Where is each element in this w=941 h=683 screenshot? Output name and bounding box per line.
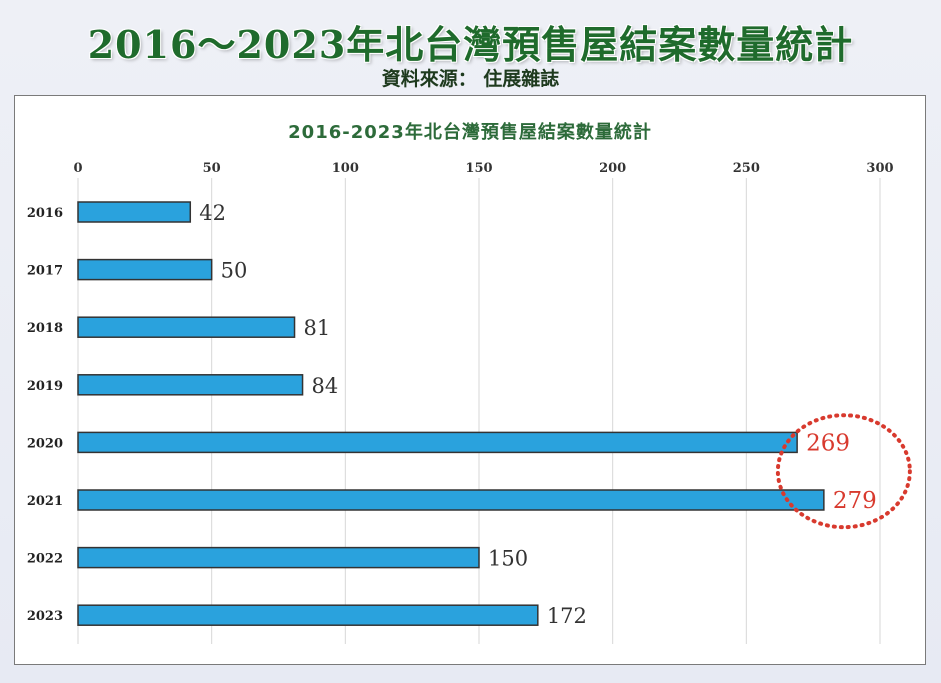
chart-frame: 2016-2023年北台灣預售屋結案數量統計 0 50 100 150 200 250 300… <box>14 95 926 665</box>
x-tick-label: 50 <box>203 161 221 176</box>
chart-title: 2016-2023年北台灣預售屋結案數量統計 <box>288 121 652 143</box>
x-tick-label: 150 <box>465 161 492 176</box>
y-category-label: 2022 <box>27 552 63 567</box>
bar-2022 <box>77 546 480 569</box>
x-tick-label: 300 <box>866 161 893 176</box>
highlight-circle <box>775 413 912 530</box>
y-category-label: 2023 <box>27 609 63 624</box>
y-category-label: 2018 <box>27 321 63 336</box>
x-tick-label: 0 <box>73 161 82 176</box>
bar-2021 <box>77 489 825 511</box>
source-note: 資料來源： 住展雜誌 <box>381 68 560 90</box>
bar-2016 <box>77 201 192 223</box>
data-label-2021: 279 <box>833 488 877 514</box>
y-category-label: 2019 <box>27 379 63 394</box>
bar-2020 <box>77 431 798 454</box>
data-label-2023: 172 <box>547 604 587 628</box>
bar-2017 <box>77 258 213 281</box>
data-label-2018: 81 <box>304 316 331 340</box>
data-label-2017: 50 <box>221 259 248 283</box>
data-label-2022: 150 <box>488 547 528 571</box>
x-tick-label: 100 <box>332 161 359 176</box>
x-tick-label: 250 <box>733 161 760 176</box>
x-tick-label: 200 <box>599 161 626 176</box>
bar-2018 <box>77 316 296 338</box>
y-category-label: 2016 <box>27 206 63 221</box>
data-label-2016: 42 <box>199 201 226 225</box>
y-category-label: 2021 <box>27 494 63 509</box>
bar-chart: 2016-2023年北台灣預售屋結案數量統計 0 50 100 150 200 250 300… <box>27 121 912 644</box>
y-category-label: 2017 <box>27 264 63 279</box>
data-label-2019: 84 <box>312 374 339 398</box>
bar-2023 <box>77 604 539 626</box>
page-title: 2016～2023年北台灣預售屋結案數量統計 <box>87 22 854 67</box>
data-label-2020: 269 <box>806 430 850 456</box>
y-category-label: 2020 <box>27 436 63 451</box>
bar-2019 <box>77 374 304 396</box>
